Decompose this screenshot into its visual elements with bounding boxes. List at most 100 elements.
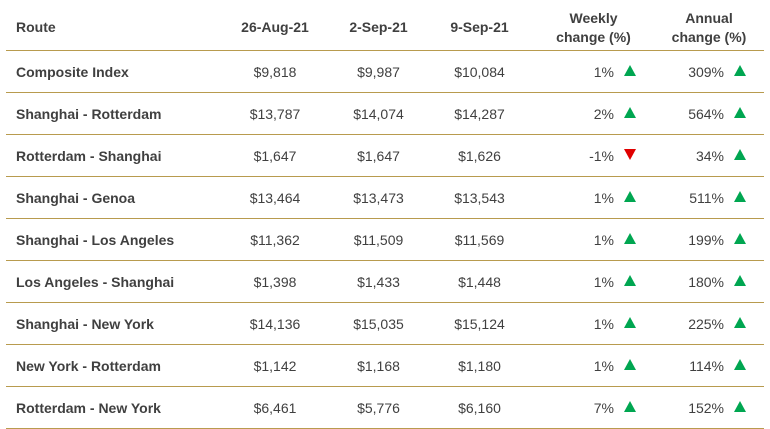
triangle-up-icon xyxy=(734,359,746,370)
weekly-change-value: 1% xyxy=(593,231,614,248)
annual-change-group: 199% xyxy=(688,232,764,248)
rate-date-1: $13,787 xyxy=(219,92,331,135)
rate-date-2: $13,473 xyxy=(331,176,426,219)
weekly-change-group: 1% xyxy=(594,274,654,290)
annual-change-value: 180% xyxy=(688,273,724,290)
triangle-up-icon xyxy=(734,65,746,76)
rate-date-2: $15,035 xyxy=(331,302,426,345)
annual-change-group: 225% xyxy=(688,316,764,332)
triangle-down-icon xyxy=(624,149,636,160)
annual-change-group: 309% xyxy=(688,64,764,80)
rate-date-1: $1,398 xyxy=(219,260,331,303)
triangle-up-icon xyxy=(624,359,636,370)
annual-change: 309% xyxy=(654,50,764,93)
route-name: Rotterdam - New York xyxy=(6,386,219,429)
annual-change: 511% xyxy=(654,176,764,219)
rate-date-2: $11,509 xyxy=(331,218,426,261)
rate-date-3: $11,569 xyxy=(426,218,533,261)
header-route: Route xyxy=(6,5,219,51)
weekly-change-value: 2% xyxy=(593,105,614,122)
rate-date-3: $13,543 xyxy=(426,176,533,219)
rate-date-2: $1,647 xyxy=(331,134,426,177)
route-name: Shanghai - Los Angeles xyxy=(6,218,219,261)
rate-date-2: $9,987 xyxy=(331,50,426,93)
triangle-up-icon xyxy=(624,107,636,118)
triangle-up-icon xyxy=(734,317,746,328)
rate-date-3: $6,160 xyxy=(426,386,533,429)
weekly-change-group: 1% xyxy=(594,64,654,80)
table-row: Shanghai - Genoa $13,464 $13,473 $13,543 1% 5… xyxy=(6,176,764,219)
freight-rate-table: Route 26-Aug-21 2-Sep-21 9-Sep-21 Weekly… xyxy=(6,5,764,429)
annual-change-value: 34% xyxy=(695,147,724,164)
annual-change-group: 34% xyxy=(696,148,764,164)
annual-change: 152% xyxy=(654,386,764,429)
weekly-change-value: 1% xyxy=(593,315,614,332)
weekly-change-group: 2% xyxy=(594,106,654,122)
table-row: Shanghai - Los Angeles $11,362 $11,509 $11,… xyxy=(6,218,764,261)
table-header: Route 26-Aug-21 2-Sep-21 9-Sep-21 Weekly… xyxy=(6,5,764,51)
table-row: Shanghai - New York $14,136 $15,035 $15,124… xyxy=(6,302,764,345)
annual-change-group: 152% xyxy=(688,400,764,416)
annual-change: 180% xyxy=(654,260,764,303)
table-row: Composite Index $9,818 $9,987 $10,084 1% 309% xyxy=(6,50,764,93)
table-row: New York - Rotterdam $1,142 $1,168 $1,180 1%… xyxy=(6,344,764,387)
route-name: New York - Rotterdam xyxy=(6,344,219,387)
weekly-change: 1% xyxy=(533,218,654,261)
annual-change: 114% xyxy=(654,344,764,387)
annual-change-value: 309% xyxy=(688,63,724,80)
annual-change-value: 511% xyxy=(689,189,724,206)
rate-date-3: $14,287 xyxy=(426,92,533,135)
weekly-change-value: 1% xyxy=(593,189,614,206)
annual-change-value: 225% xyxy=(688,315,724,332)
weekly-change-value: 1% xyxy=(593,273,614,290)
triangle-up-icon xyxy=(734,233,746,244)
rate-date-3: $10,084 xyxy=(426,50,533,93)
weekly-change-group: 1% xyxy=(594,358,654,374)
rate-date-2: $1,433 xyxy=(331,260,426,303)
header-date-2: 2-Sep-21 xyxy=(331,5,426,51)
route-name: Rotterdam - Shanghai xyxy=(6,134,219,177)
table-row: Rotterdam - New York $6,461 $5,776 $6,160 7%… xyxy=(6,386,764,429)
weekly-change-group: 7% xyxy=(594,400,654,416)
weekly-change: 1% xyxy=(533,344,654,387)
annual-change-group: 180% xyxy=(688,274,764,290)
header-date-3: 9-Sep-21 xyxy=(426,5,533,51)
triangle-up-icon xyxy=(624,317,636,328)
annual-change: 564% xyxy=(654,92,764,135)
weekly-change: 1% xyxy=(533,302,654,345)
header-annual-change: Annual change (%) xyxy=(654,5,764,51)
weekly-change-value: 7% xyxy=(593,399,614,416)
table-row: Shanghai - Rotterdam $13,787 $14,074 $14,28… xyxy=(6,92,764,135)
annual-change: 225% xyxy=(654,302,764,345)
annual-change-group: 114% xyxy=(689,358,764,374)
rate-date-3: $1,448 xyxy=(426,260,533,303)
rate-date-1: $6,461 xyxy=(219,386,331,429)
triangle-up-icon xyxy=(624,275,636,286)
rate-date-2: $14,074 xyxy=(331,92,426,135)
weekly-change-group: 1% xyxy=(594,190,654,206)
route-name: Los Angeles - Shanghai xyxy=(6,260,219,303)
header-row: Route 26-Aug-21 2-Sep-21 9-Sep-21 Weekly… xyxy=(6,5,764,51)
table-body: Composite Index $9,818 $9,987 $10,084 1% 309%… xyxy=(6,50,764,429)
rate-date-1: $11,362 xyxy=(219,218,331,261)
weekly-change-group: 1% xyxy=(594,232,654,248)
header-weekly-line1: Weekly xyxy=(569,9,618,26)
annual-change-group: 564% xyxy=(688,106,764,122)
rate-date-2: $5,776 xyxy=(331,386,426,429)
triangle-up-icon xyxy=(734,401,746,412)
rate-date-3: $15,124 xyxy=(426,302,533,345)
weekly-change: 1% xyxy=(533,50,654,93)
annual-change: 34% xyxy=(654,134,764,177)
rate-date-1: $1,142 xyxy=(219,344,331,387)
weekly-change: 1% xyxy=(533,260,654,303)
header-date-1: 26-Aug-21 xyxy=(219,5,331,51)
annual-change: 199% xyxy=(654,218,764,261)
annual-change-value: 199% xyxy=(688,231,724,248)
weekly-change-value: 1% xyxy=(593,357,614,374)
annual-change-value: 152% xyxy=(688,399,724,416)
rate-date-2: $1,168 xyxy=(331,344,426,387)
weekly-change: -1% xyxy=(533,134,654,177)
header-weekly-line2: change (%) xyxy=(556,28,631,45)
triangle-up-icon xyxy=(624,233,636,244)
